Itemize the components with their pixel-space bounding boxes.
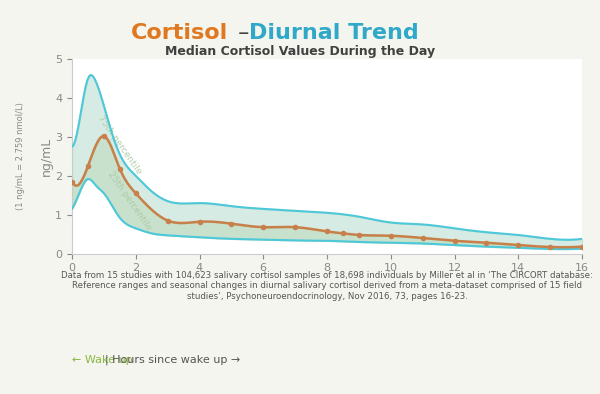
Text: –: –	[231, 24, 257, 43]
Text: (1 ng/mL = 2.759 nmol/L): (1 ng/mL = 2.759 nmol/L)	[16, 102, 26, 210]
Text: Cortisol: Cortisol	[131, 24, 228, 43]
Text: Median Cortisol Values During the Day: Median Cortisol Values During the Day	[165, 45, 435, 58]
Text: 75th percentile: 75th percentile	[96, 113, 143, 176]
Text: Data from 15 studies with 104,623 salivary cortisol samples of 18,698 individual: Data from 15 studies with 104,623 saliva…	[61, 271, 593, 301]
Text: | Hours since wake up →: | Hours since wake up →	[105, 355, 241, 365]
Text: ← Wake up: ← Wake up	[72, 355, 133, 365]
Text: 25th percentile: 25th percentile	[106, 170, 153, 232]
Y-axis label: ng/mL: ng/mL	[40, 137, 52, 176]
Text: Diurnal Trend: Diurnal Trend	[249, 24, 419, 43]
